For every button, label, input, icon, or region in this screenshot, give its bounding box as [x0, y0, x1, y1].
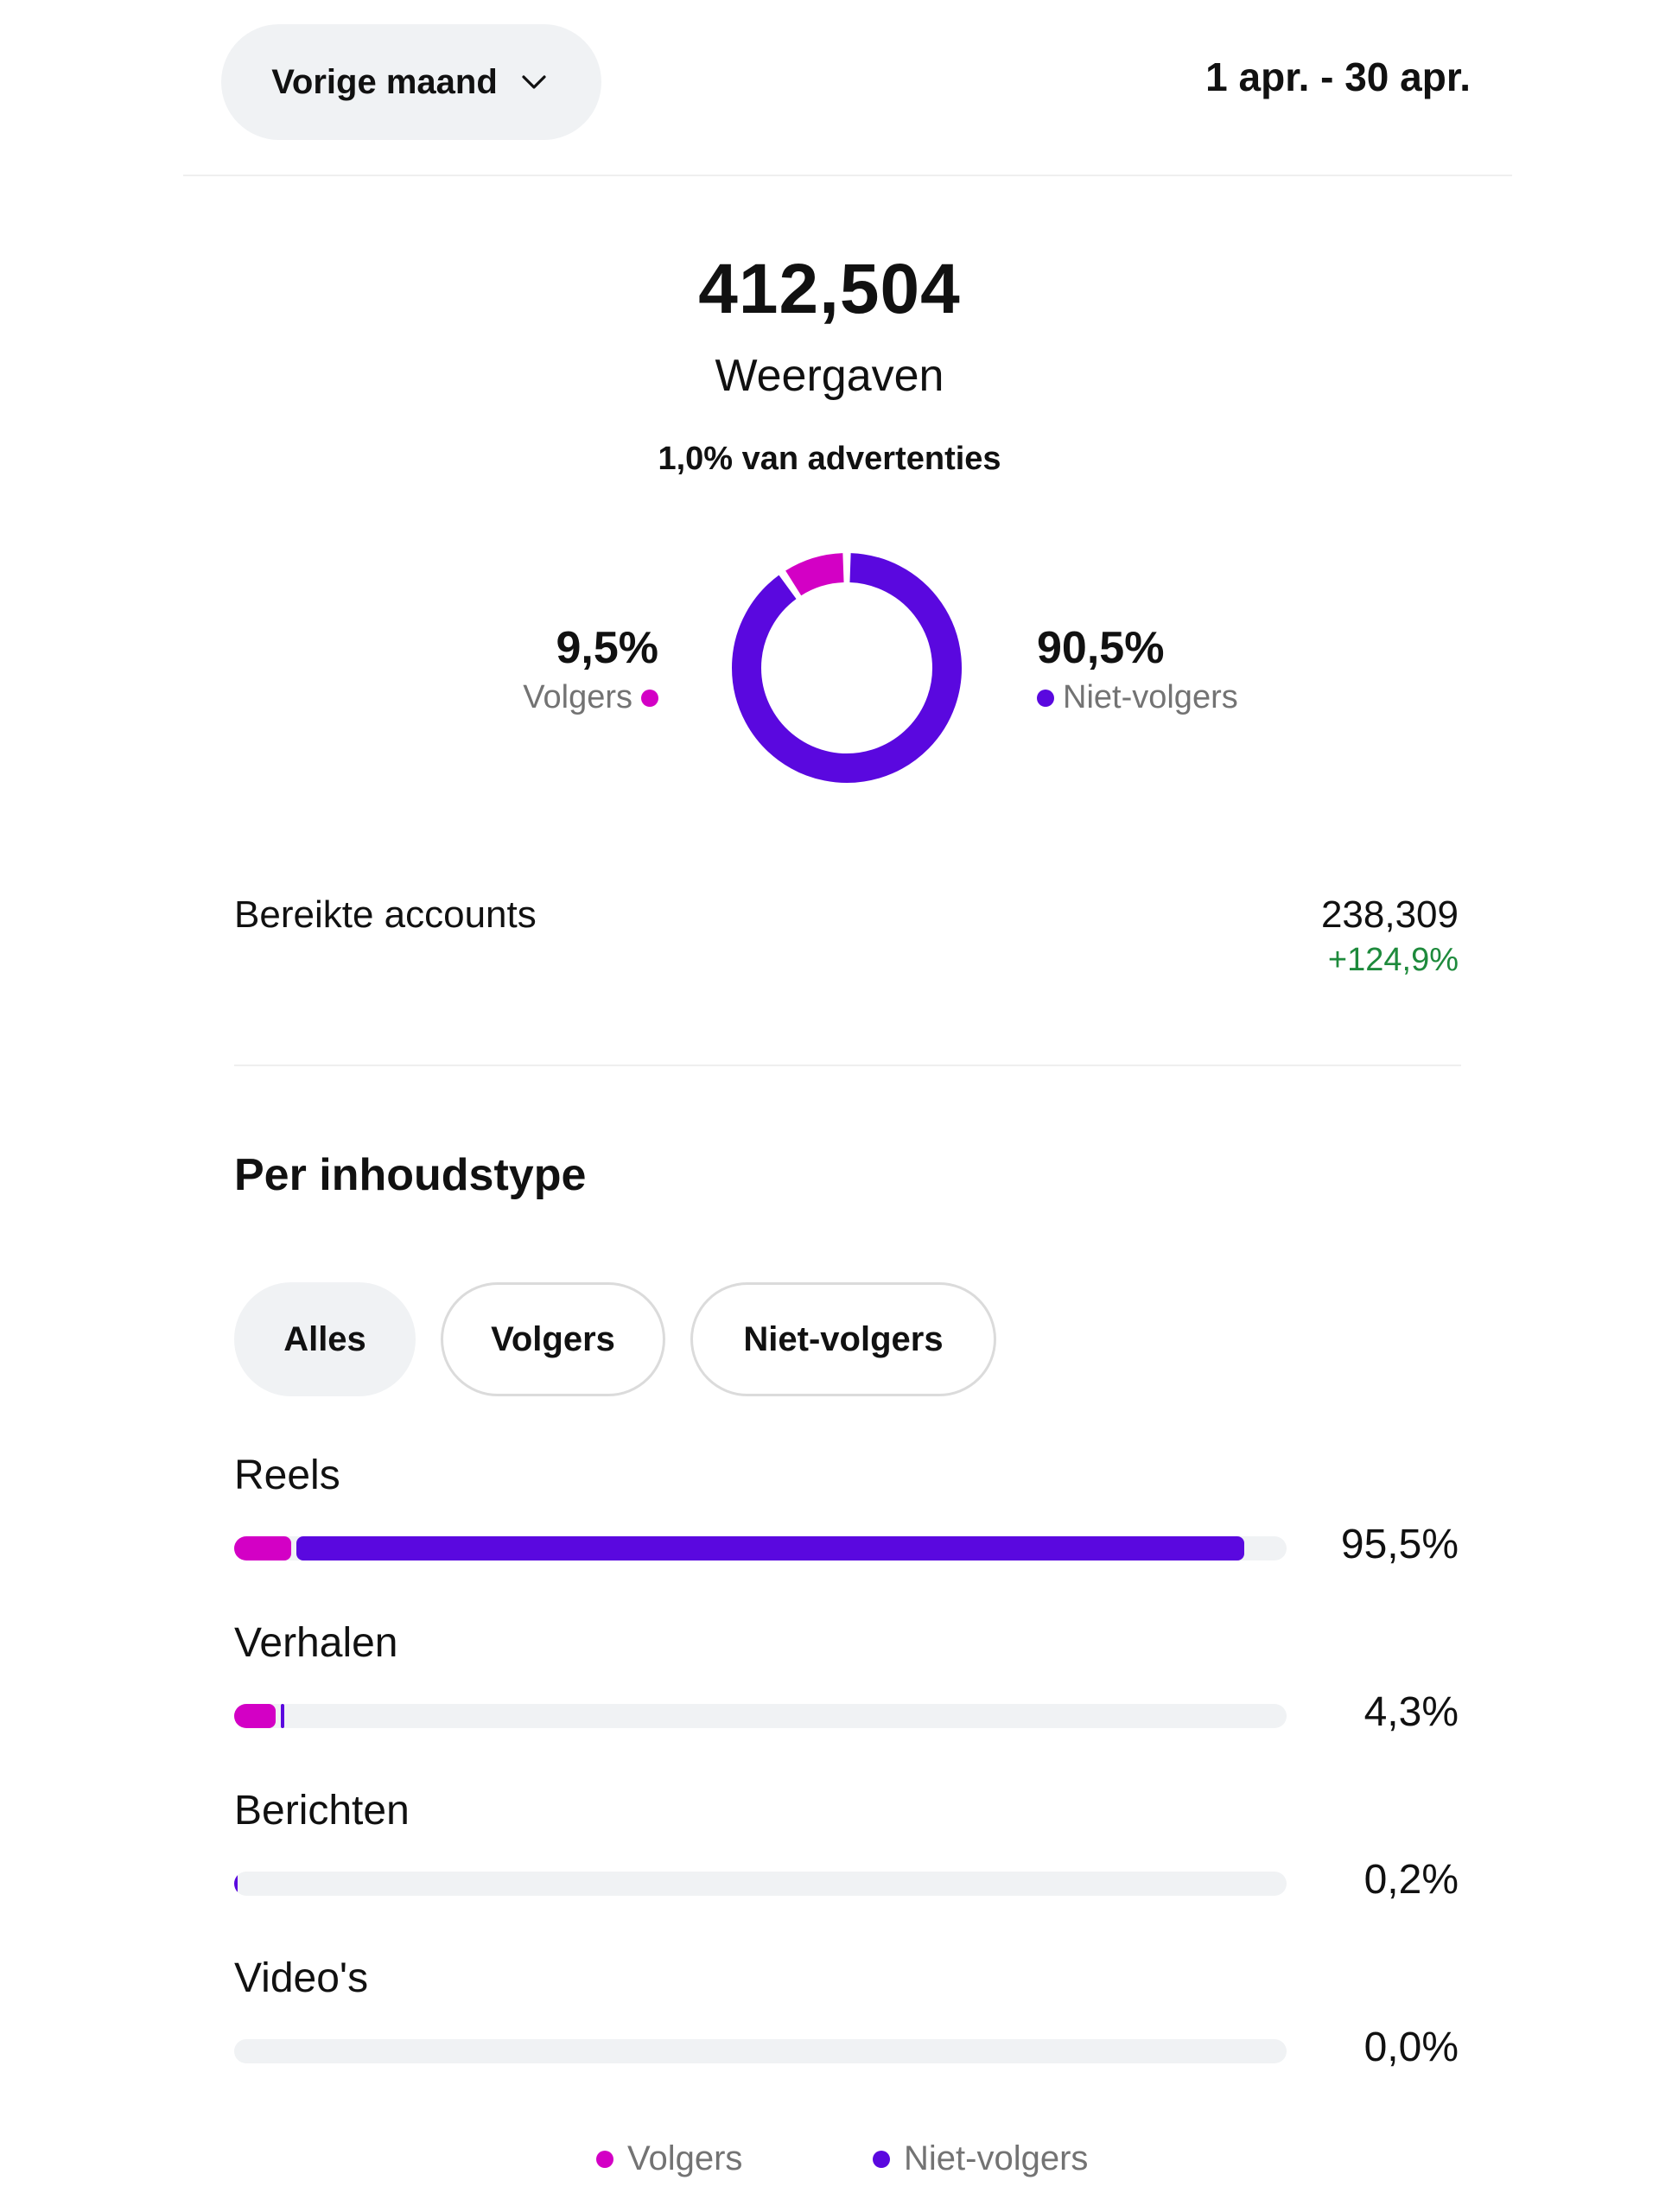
legend-followers-dot-icon [596, 2150, 613, 2168]
date-range: 1 apr. - 30 apr. [1205, 54, 1471, 99]
content-type-label-verhalen: Verhalen [234, 1620, 398, 1666]
legend-nonfollowers-label: Niet-volgers [904, 2139, 1089, 2177]
reached-accounts-change: +124,9% [1327, 942, 1459, 978]
content-type-pct-verhalen: 4,3% [1363, 1689, 1459, 1735]
content-type-pct-berichten: 0,2% [1363, 1857, 1459, 1903]
reached-accounts-label: Bereikte accounts [234, 893, 537, 936]
content-type-bar-reels [234, 1536, 1287, 1560]
nonfollowers-legend-label: Niet-volgers [1063, 679, 1238, 715]
content-type-label-videos: Video's [234, 1955, 369, 2001]
content-type-title: Per inhoudstype [234, 1150, 587, 1200]
nonfollowers-percentage: 90,5% [1037, 623, 1165, 673]
donut-segment-nonfollowers [732, 553, 962, 783]
legend-followers-label: Volgers [627, 2139, 743, 2177]
filter-chip-all[interactable]: Alles [234, 1282, 416, 1396]
followers-percentage: 9,5% [556, 623, 658, 673]
nonfollowers-legend: Niet-volgers [1037, 679, 1238, 716]
section-divider [234, 1065, 1461, 1066]
content-type-label-reels: Reels [234, 1452, 340, 1498]
legend-nonfollowers: Niet-volgers [873, 2139, 1088, 2178]
followers-legend-label: Volgers [523, 679, 632, 715]
reached-accounts-value: 238,309 [1320, 893, 1459, 936]
content-type-bar-berichten [234, 1872, 1287, 1896]
total-views-label: Weergaven [715, 351, 944, 401]
filter-chip-nonfollowers[interactable]: Niet-volgers [690, 1282, 996, 1396]
bar-segment-followers [234, 1536, 291, 1560]
donut-segment-followers [785, 553, 845, 596]
content-type-bar-videos [234, 2039, 1287, 2063]
content-type-bar-verhalen [234, 1704, 1287, 1728]
header-divider [183, 175, 1512, 176]
legend-nonfollowers-dot-icon [873, 2150, 890, 2168]
followers-dot-icon [641, 689, 658, 707]
content-type-pct-reels: 95,5% [1340, 1522, 1459, 1567]
chevron-down-icon [522, 75, 546, 89]
legend-followers: Volgers [596, 2139, 742, 2178]
bar-segment-nonfollowers [296, 1536, 1245, 1560]
views-donut-chart [732, 553, 962, 783]
period-dropdown[interactable]: Vorige maand [221, 24, 601, 140]
content-type-pct-videos: 0,0% [1363, 2024, 1459, 2070]
period-dropdown-label: Vorige maand [271, 62, 498, 101]
bar-segment-nonfollowers [234, 1872, 238, 1896]
total-views-value: 412,504 [698, 250, 961, 328]
filter-chip-followers[interactable]: Volgers [441, 1282, 665, 1396]
bar-segment-followers [234, 1704, 276, 1728]
content-type-label-berichten: Berichten [234, 1788, 410, 1834]
bar-segment-nonfollowers [280, 1704, 285, 1728]
followers-legend: Volgers [523, 679, 658, 716]
ads-percentage-note: 1,0% van advertenties [658, 441, 1001, 477]
nonfollowers-dot-icon [1037, 689, 1054, 707]
